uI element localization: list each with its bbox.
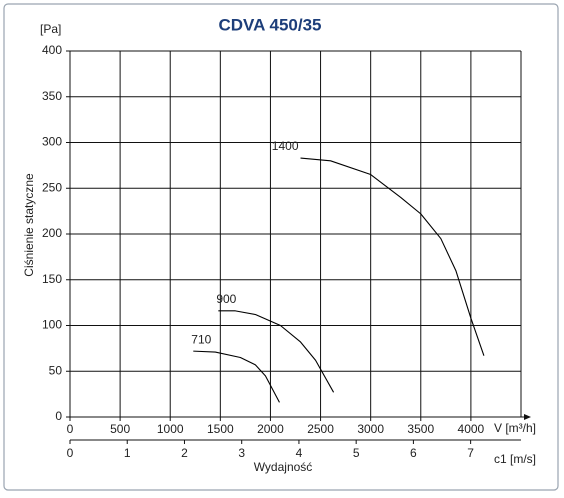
- curve: [193, 350, 280, 403]
- x-tick-label: 500: [110, 422, 130, 436]
- x-tick-label: 4000: [458, 422, 485, 436]
- x-tick-label: 3500: [407, 422, 434, 436]
- y-tick-label: 400: [42, 43, 62, 57]
- curve-label: 1400: [272, 139, 299, 153]
- x-tick-label: 2500: [307, 422, 334, 436]
- x-tick-label: 1500: [207, 422, 234, 436]
- x2-tick-label: 2: [181, 446, 188, 460]
- x-caption: Wydajność: [254, 460, 313, 474]
- x2-tick-label: 0: [67, 446, 74, 460]
- x-tick-label: 2000: [257, 422, 284, 436]
- y-tick-label: 50: [49, 363, 63, 377]
- y-label: Ciśnienie statyczne: [22, 173, 36, 277]
- y-tick-label: 0: [55, 409, 62, 423]
- y-tick-label: 200: [42, 226, 62, 240]
- y-tick-label: 250: [42, 180, 62, 194]
- x-tick-label: 3000: [357, 422, 384, 436]
- curve-label: 900: [216, 292, 236, 306]
- x2-tick-label: 5: [353, 446, 360, 460]
- curve: [218, 310, 335, 393]
- x-tick-label: 0: [67, 422, 74, 436]
- frame: [3, 3, 559, 491]
- x2-tick-label: 1: [124, 446, 131, 460]
- chart-title: CDVA 450/35: [219, 15, 322, 34]
- y-tick-label: 150: [42, 272, 62, 286]
- y-tick-label: 100: [42, 318, 62, 332]
- curve-label: 710: [191, 332, 211, 346]
- x-axis-arrow: [524, 414, 531, 420]
- x2-tick-label: 3: [238, 446, 245, 460]
- x-tick-label: 1000: [157, 422, 184, 436]
- x2-label: c1 [m/s]: [494, 452, 536, 466]
- curve: [300, 157, 485, 356]
- x2-tick-label: 4: [296, 446, 303, 460]
- x2-tick-label: 7: [467, 446, 474, 460]
- y-tick-label: 300: [42, 135, 62, 149]
- y-unit: [Pa]: [40, 22, 61, 36]
- y-tick-label: 350: [42, 89, 62, 103]
- x2-tick-label: 6: [410, 446, 417, 460]
- x-label: V [m³/h]: [494, 421, 536, 435]
